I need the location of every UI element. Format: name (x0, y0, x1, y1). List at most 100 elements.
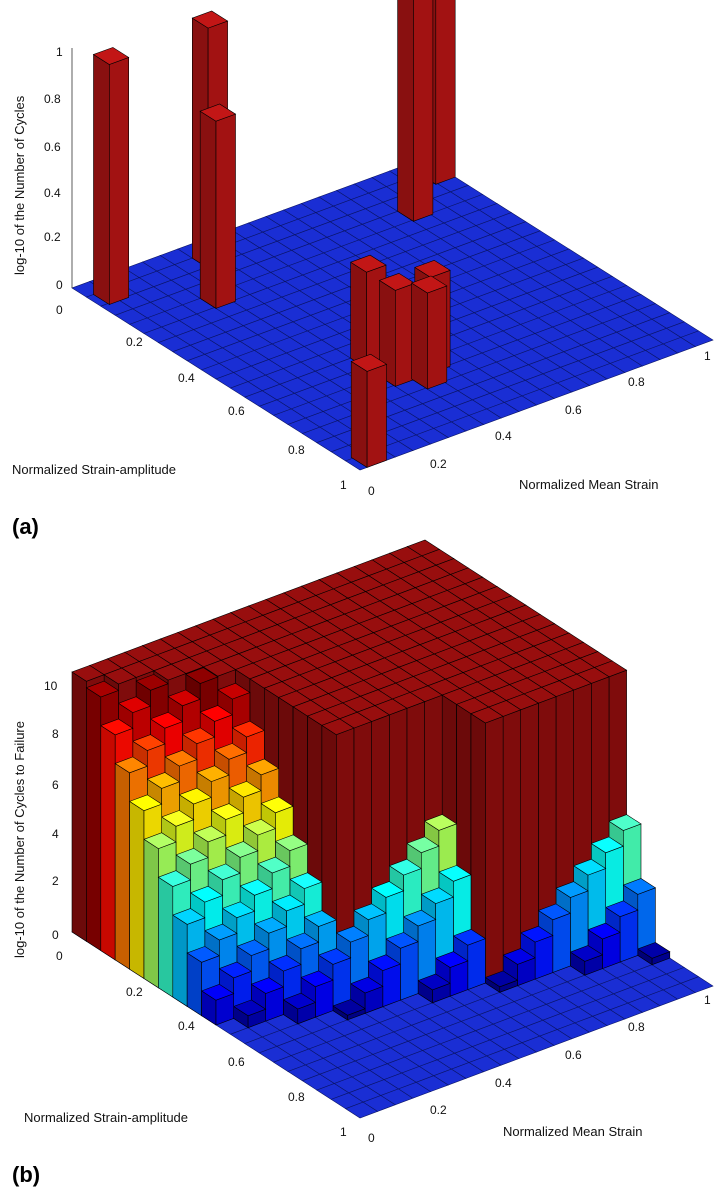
bar-top-face (285, 932, 320, 950)
bar-top-face (573, 858, 607, 876)
bar-top-face (191, 10, 229, 29)
bar-top-face (153, 663, 187, 681)
bar-top-face (608, 814, 642, 831)
panel-a-xtick: 0 (56, 303, 63, 317)
bar-top-face (303, 910, 337, 927)
panel-a-ytick: 0.8 (628, 375, 645, 389)
panel-b-ytick: 0.2 (430, 1103, 447, 1117)
bar-front-face (552, 912, 571, 973)
bar-top-face (605, 900, 639, 918)
panel-b-ytick: 0.6 (565, 1048, 582, 1062)
bar-top-face (167, 689, 201, 707)
bar-top-face (569, 945, 604, 962)
bar-side-face (172, 914, 188, 1007)
bar-top-face (438, 865, 472, 882)
panel-a-ztick: 0.4 (44, 186, 61, 200)
panel-a-xtick: 0.4 (178, 371, 195, 385)
bar-top-face (236, 939, 270, 956)
bar-top-face (225, 841, 259, 858)
bar-top-face (250, 977, 285, 994)
bar-top-face (103, 667, 137, 685)
bar-b (484, 970, 519, 993)
bar-top-face (289, 872, 323, 889)
bar-side-face (100, 725, 116, 961)
bar-b (569, 945, 604, 976)
bar-front-face (400, 941, 419, 1001)
bar-a (199, 103, 237, 309)
bar-top-face (114, 756, 148, 774)
bar-top-face (245, 758, 280, 776)
bar-top-face (520, 925, 554, 943)
bar-side-face (411, 282, 428, 390)
bar-top-face (587, 922, 621, 940)
base-cell (680, 976, 714, 993)
panel-b-xtick: 0.6 (228, 1055, 245, 1069)
panel-a-ytick: 0.4 (495, 429, 512, 443)
panel-a-ytick: 1 (704, 349, 711, 363)
bar-top-face (253, 916, 288, 934)
bar-a (378, 272, 416, 387)
bar-top-face (274, 834, 309, 852)
bar-front-face (467, 938, 486, 991)
panel-b-xtick: 0.8 (288, 1090, 305, 1104)
panel-b-xtick: 0.2 (126, 985, 143, 999)
bar-top-face (217, 682, 251, 700)
bar-top-face (452, 928, 487, 946)
bar-side-face (86, 687, 102, 952)
bar-side-face (129, 800, 145, 980)
bar-top-face (332, 999, 366, 1016)
bar-front-face (435, 0, 456, 185)
bar-top-face (622, 878, 657, 895)
bar-front-face (215, 113, 236, 309)
panel-b-xlabel: Normalized Strain-amplitude (24, 1110, 188, 1125)
bar-side-face (397, 0, 414, 222)
bar-top-face (132, 734, 166, 751)
bar-top-face (470, 706, 504, 724)
panel-a-xlabel: Normalized Strain-amplitude (12, 462, 176, 477)
bar-top-face (233, 999, 267, 1017)
bar-top-face (175, 847, 209, 865)
panel-a-xtick: 0.2 (126, 335, 143, 349)
bar-front-face (366, 363, 387, 468)
panel-a-ztick: 0.8 (44, 92, 61, 106)
bar-top-face (85, 680, 120, 698)
bar-top-face (193, 825, 227, 843)
bar-b (470, 706, 504, 984)
panel-b-ztick: 2 (52, 874, 59, 888)
panel-b-ztick: 6 (52, 778, 59, 792)
bar-top-face (161, 810, 195, 827)
bar-front-face (413, 0, 434, 222)
bar-top-face (321, 718, 355, 736)
bar-top-face (117, 696, 152, 713)
panel-b-ztick: 10 (44, 679, 58, 693)
panel-b-ytick: 1 (704, 993, 711, 1007)
bar-a (410, 275, 448, 390)
bar-front-face (502, 709, 522, 977)
bar-top-face (189, 885, 224, 903)
bar-top-face (196, 765, 230, 782)
bar-top-face (555, 881, 589, 898)
bar-top-face (260, 796, 294, 814)
panel-a-zlabel: log-10 of the Number of Cycles (12, 95, 27, 275)
bar-top-face (199, 705, 233, 722)
bar-a (350, 353, 388, 468)
bar-side-face (350, 360, 368, 468)
bar-front-face (109, 56, 129, 305)
bar-top-face (268, 954, 302, 972)
panel-a-ytick: 0 (368, 484, 375, 498)
bar-top-face (271, 894, 305, 912)
bar-top-face (135, 674, 169, 691)
bar-side-face (71, 671, 87, 942)
bar-b (200, 983, 235, 1026)
bar-front-face (427, 285, 448, 390)
bar-top-face (537, 903, 572, 921)
bar-top-face (423, 814, 458, 831)
bar-top-face (239, 879, 273, 896)
bar-top-face (204, 923, 238, 941)
bar-top-face (213, 743, 248, 760)
panel-b-zlabel: log-10 of the Number of Cycles to Failur… (12, 721, 27, 958)
bar-top-face (207, 863, 241, 881)
bar-side-face (350, 261, 367, 369)
bar-top-face (353, 903, 387, 921)
